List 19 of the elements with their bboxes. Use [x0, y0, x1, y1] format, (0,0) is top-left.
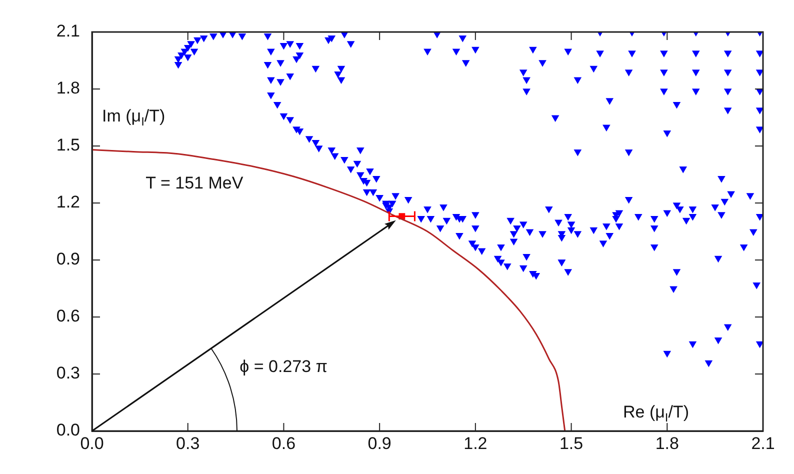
y-tick-label: 0.6	[56, 306, 80, 326]
y-tick-label: 2.1	[56, 22, 80, 41]
y-tick-label: 0.9	[56, 250, 80, 269]
annotation: T = 151 MeV	[146, 173, 244, 192]
y-tick-label: 1.2	[56, 192, 80, 212]
line-series	[92, 149, 566, 431]
y-tick-label: 0.3	[56, 364, 80, 383]
x-tick-label: 1.2	[464, 434, 488, 453]
y-tick-label: 1.8	[56, 78, 80, 98]
y-tick-label: 0.0	[56, 420, 80, 440]
x-tick-label: 1.5	[559, 434, 584, 453]
annotation: ϕ = 0.273 π	[240, 356, 328, 376]
x-tick-label: 0.0	[80, 434, 104, 453]
y-tick-label: 1.5	[56, 136, 80, 155]
x-tick-label: 1.8	[655, 434, 679, 453]
x-tick-label: 0.9	[368, 434, 392, 453]
x-tick-label: 0.6	[272, 434, 296, 453]
x-tick-label: 0.3	[176, 434, 200, 453]
x-tick-label: 2.1	[751, 434, 775, 453]
